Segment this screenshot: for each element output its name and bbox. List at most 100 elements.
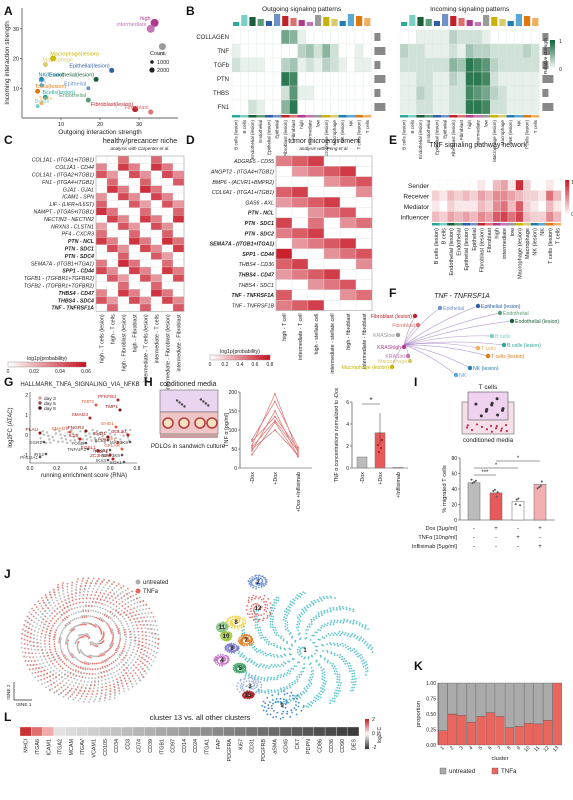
legend-gradient — [240, 355, 243, 360]
col-label: Fibroblast (lesion) — [451, 120, 456, 157]
point-label: intermediate — [116, 22, 146, 28]
b-in-col-color — [482, 115, 491, 118]
legend-dot-large — [149, 67, 155, 73]
legend-gradient — [550, 55, 555, 57]
legend-gradient — [565, 183, 570, 186]
legend-gradient — [550, 44, 555, 47]
g-point — [72, 435, 75, 439]
legend-gradient — [550, 67, 555, 69]
gene-label: PDGFRB — [261, 739, 267, 762]
l-title: cluster 13 vs. all other clusters — [150, 713, 251, 722]
b-in-col-color — [531, 115, 540, 118]
point-label: Fibroblast — [125, 105, 150, 111]
scatter-point — [35, 104, 40, 109]
l-cell — [155, 726, 168, 737]
legend-dot — [38, 396, 42, 400]
row-label: SEMA7A - (ITGB1+ITGA1) — [210, 242, 275, 248]
legend-gradient — [365, 744, 369, 747]
h-line-point — [274, 393, 276, 395]
b-in-col-color — [408, 115, 417, 118]
point-label: low — [158, 52, 166, 58]
i-media-dot — [504, 424, 508, 427]
point-label: Macrophage(lesion) — [50, 52, 99, 58]
col-label: B cells — [242, 119, 247, 133]
l-cell — [42, 726, 55, 737]
legend-gradient — [60, 362, 63, 367]
gene-label: CD39 — [148, 739, 154, 753]
i-media-dot — [499, 429, 503, 432]
b-in-top-bar — [474, 22, 481, 26]
b-out-top-bar — [347, 14, 354, 26]
row-label: PTN — [217, 77, 229, 83]
g-point — [114, 436, 118, 440]
i-insert — [467, 391, 509, 421]
b-in-col-color — [441, 115, 450, 118]
condition-label: Infliximab [5μg/ml] — [412, 544, 458, 550]
legend-gradient — [52, 362, 55, 367]
b-out-col-color — [232, 115, 241, 118]
g-point — [91, 428, 94, 432]
col-label: intermediate — [502, 228, 508, 259]
gene-label: CD45 — [284, 739, 290, 753]
gene-label: ZC3H12A — [90, 453, 112, 459]
col-label: Fibroblast (lesion) — [479, 228, 485, 273]
l-cell — [65, 726, 77, 737]
row-label: THBS4 - CD47 — [58, 291, 95, 297]
legend-gradient — [266, 355, 269, 360]
legend-gradient — [550, 47, 555, 50]
g-point — [84, 434, 88, 438]
legend-gradient — [365, 746, 369, 748]
b-out-top-bar — [274, 14, 281, 26]
legend-gradient — [67, 362, 71, 367]
condition-value: - — [473, 535, 475, 541]
f-node-label: B cells (lesion) — [507, 343, 541, 349]
l-cell — [257, 726, 269, 737]
f-node-label: NK (lesion) — [473, 366, 499, 372]
col-label: Fibroblast (lesion) — [283, 120, 288, 157]
i-bar-point — [539, 484, 542, 487]
g-point — [93, 437, 97, 440]
legend-gradient — [54, 362, 58, 367]
col-label: high - fibroblast — [346, 313, 352, 350]
row-label: COL6A1 - (ITGA1+ITGB1) — [212, 190, 274, 196]
f-node-label: Fibroblast — [392, 323, 415, 329]
legend-tick: 2 — [372, 717, 375, 723]
b-out-col-color — [256, 115, 265, 118]
d-frame — [275, 155, 373, 311]
g-point — [59, 433, 62, 436]
g-point — [94, 440, 98, 443]
f-node — [509, 318, 515, 324]
f-node-label: KRAShigh — [377, 345, 401, 351]
legend-dot-small — [150, 60, 154, 64]
x-tick-label: 30 — [136, 122, 142, 128]
legend-gradient — [65, 362, 68, 367]
legend-gradient — [242, 355, 245, 360]
b-out-side-bar — [374, 75, 386, 83]
h-media-dot — [183, 405, 186, 408]
col-label: Macrophage (lesion) — [517, 228, 523, 279]
f-node — [453, 372, 459, 378]
i-caption: conditioned media — [463, 437, 514, 444]
row-label: GJA1 - GJA1 — [63, 187, 94, 193]
i-media-dot — [475, 423, 479, 426]
b-out-title: Outgoing signaling patterns — [262, 6, 342, 13]
b-in-col-color — [506, 115, 515, 118]
gene-label: EGR1 — [29, 440, 42, 445]
legend-tick: 0 — [209, 362, 212, 368]
h-line-point — [274, 419, 276, 422]
gene-label: VCAM1 — [91, 739, 97, 758]
gene-label: CD86 — [317, 739, 323, 753]
gene-label: CD24 — [193, 739, 199, 753]
scatter-point — [146, 24, 155, 33]
d-subtitle: analysis with Peng et al. — [299, 146, 348, 151]
i-bar-point — [538, 486, 541, 489]
row-label: SEMA7A - (ITGB1+ITGA1) — [31, 261, 94, 267]
legend-gradient — [23, 362, 27, 367]
h-line-point — [251, 440, 253, 443]
f-edge — [403, 335, 493, 346]
legend-label: day 8 — [44, 406, 56, 412]
row-label: TNF - TNFRSF1A — [231, 293, 274, 299]
g-point — [110, 435, 113, 439]
legend-tick: 0 — [559, 67, 562, 73]
